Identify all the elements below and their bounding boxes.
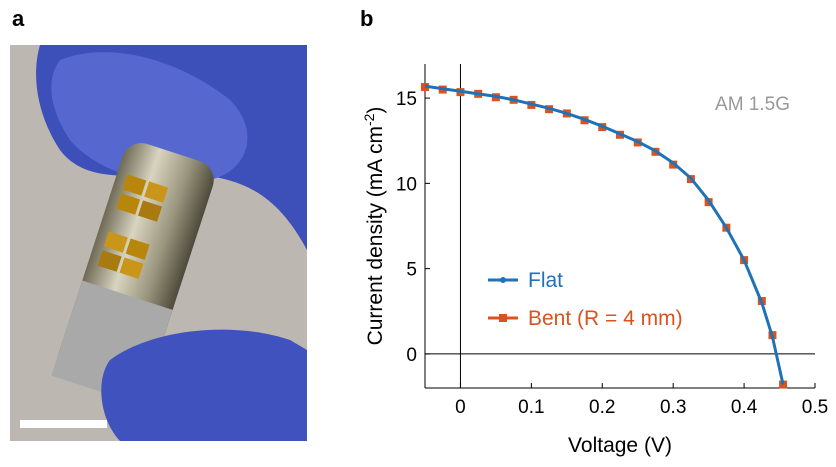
legend-label: Bent (R = 4 mm) [528,307,683,330]
x-tick-label: 0.5 [802,397,828,418]
y-tick-label: 10 [396,174,417,195]
legend-marker [499,314,507,322]
y-tick-label: 0 [406,345,417,366]
x-axis-label: Voltage (V) [568,434,672,457]
y-tick-label: 15 [396,89,417,110]
x-tick-label: 0.1 [518,397,544,418]
y-tick-label: 5 [406,260,417,281]
legend-label: Flat [528,269,563,292]
x-tick-label: 0.3 [660,397,686,418]
y-axis-label-sup: -2 [361,113,377,126]
annotation: AM 1.5G [715,94,790,115]
y-axis-label-text: Current density (mA cm [364,126,387,345]
data-line [424,84,785,385]
y-axis-label-suffix: ) [364,107,387,114]
x-tick-label: 0 [455,397,466,418]
y-axis-label: Current density (mA cm-2) [361,107,387,346]
panel-label: a [12,6,25,31]
x-tick-label: 0.2 [589,397,615,418]
x-tick-label: 0.4 [731,397,758,418]
legend-marker [500,277,506,283]
panel-label: b [360,6,373,31]
photo [10,45,307,441]
